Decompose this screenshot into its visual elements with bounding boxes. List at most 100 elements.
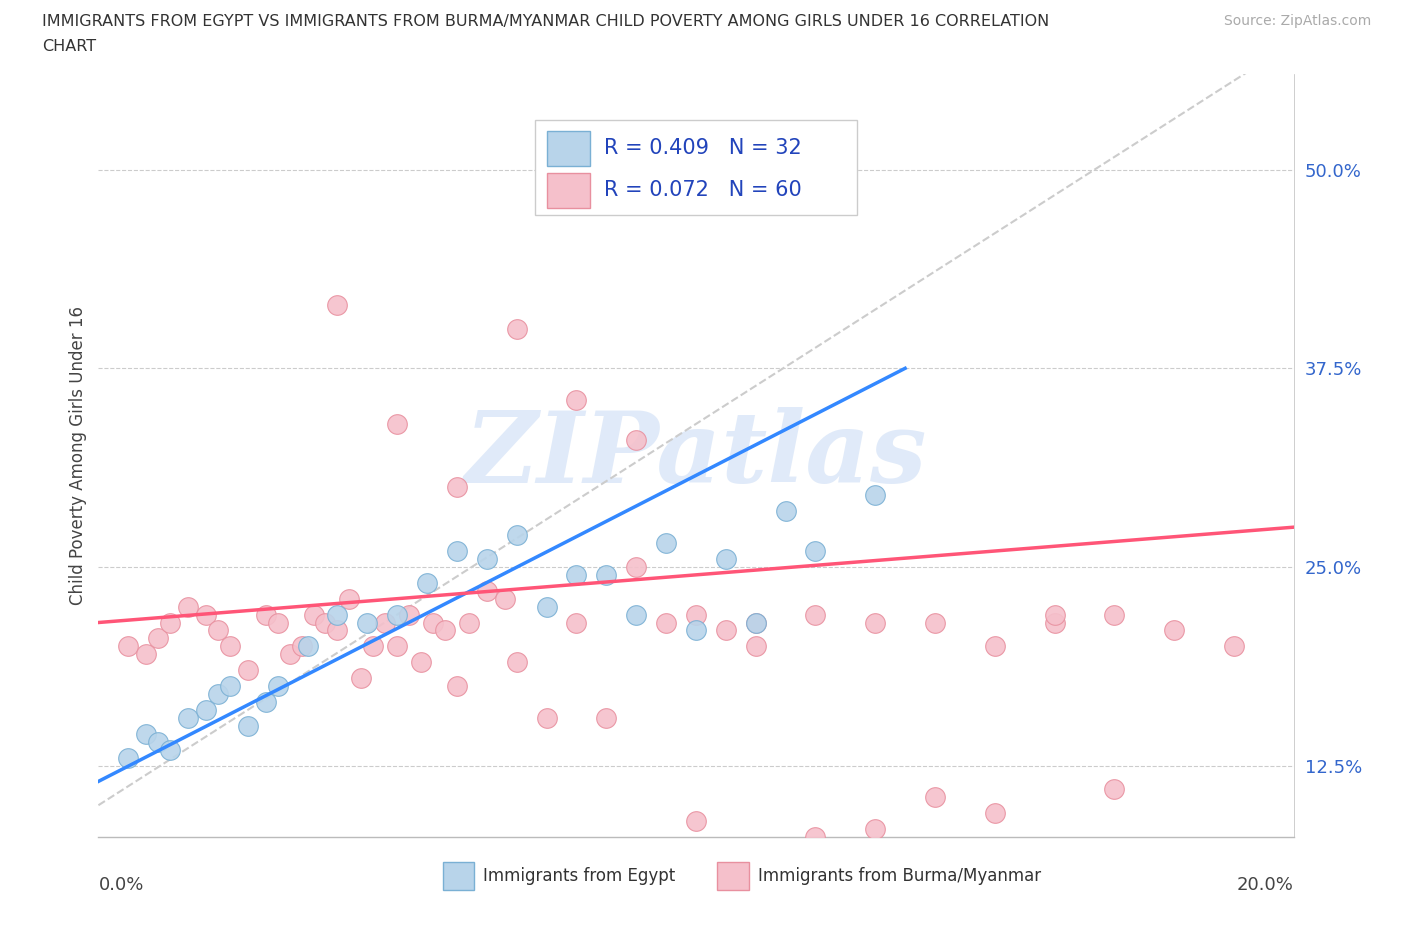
Point [685, 623, 707, 638]
Point [302, 607, 325, 622]
Point [385, 417, 409, 432]
Point [207, 623, 229, 638]
FancyBboxPatch shape [534, 120, 858, 216]
Point [254, 607, 277, 622]
Point [565, 392, 588, 407]
Point [775, 504, 797, 519]
Point [685, 607, 707, 622]
Point [475, 583, 498, 598]
Point [626, 560, 648, 575]
Point [446, 480, 468, 495]
Point [924, 615, 946, 630]
Point [117, 751, 139, 765]
Point [626, 607, 648, 622]
Point [626, 432, 648, 447]
FancyBboxPatch shape [547, 173, 589, 208]
Point [1043, 607, 1066, 622]
Point [714, 551, 737, 566]
Point [291, 639, 314, 654]
Point [1223, 639, 1246, 654]
Point [267, 615, 290, 630]
Point [135, 726, 157, 741]
Point [984, 639, 1007, 654]
Point [315, 615, 337, 630]
Text: CHART: CHART [42, 39, 96, 54]
Point [219, 639, 242, 654]
Point [416, 576, 439, 591]
Point [236, 663, 259, 678]
Point [458, 615, 481, 630]
Point [177, 599, 200, 614]
Point [804, 830, 827, 844]
Point [117, 639, 139, 654]
Point [714, 623, 737, 638]
Point [159, 615, 181, 630]
Text: 0.0%: 0.0% [98, 876, 143, 894]
Point [254, 695, 277, 710]
Point [655, 615, 678, 630]
Point [422, 615, 444, 630]
Point [745, 615, 768, 630]
Text: R = 0.409   N = 32: R = 0.409 N = 32 [605, 139, 801, 158]
Point [350, 671, 373, 685]
Point [1163, 623, 1185, 638]
Point [924, 790, 946, 804]
Point [385, 639, 409, 654]
Point [219, 679, 242, 694]
Point [745, 615, 768, 630]
Text: 20.0%: 20.0% [1237, 876, 1294, 894]
Text: ZIPatlas: ZIPatlas [465, 407, 927, 504]
Text: Immigrants from Egypt: Immigrants from Egypt [484, 867, 675, 884]
Point [326, 623, 349, 638]
Point [411, 655, 433, 670]
Point [1104, 782, 1126, 797]
Text: R = 0.072   N = 60: R = 0.072 N = 60 [605, 180, 801, 200]
Point [326, 298, 349, 312]
Point [236, 718, 259, 733]
Point [297, 639, 319, 654]
FancyBboxPatch shape [717, 862, 748, 890]
FancyBboxPatch shape [443, 862, 474, 890]
Point [565, 567, 588, 582]
Point [984, 805, 1007, 820]
Point [565, 615, 588, 630]
Point [536, 599, 558, 614]
Point [356, 615, 378, 630]
Point [374, 615, 396, 630]
Point [536, 711, 558, 725]
Point [278, 647, 301, 662]
Point [595, 711, 617, 725]
Point [506, 321, 529, 336]
Point [865, 488, 887, 503]
Point [1043, 615, 1066, 630]
Point [148, 631, 170, 645]
Text: Source: ZipAtlas.com: Source: ZipAtlas.com [1223, 14, 1371, 28]
Point [398, 607, 420, 622]
Point [804, 544, 827, 559]
Point [195, 607, 218, 622]
Y-axis label: Child Poverty Among Girls Under 16: Child Poverty Among Girls Under 16 [69, 306, 87, 605]
Point [745, 639, 768, 654]
Point [804, 607, 827, 622]
Point [159, 742, 181, 757]
Point [446, 679, 468, 694]
Point [1104, 607, 1126, 622]
Point [655, 536, 678, 551]
Point [595, 567, 617, 582]
Point [195, 702, 218, 717]
Point [506, 655, 529, 670]
Point [434, 623, 457, 638]
Point [148, 735, 170, 750]
Text: IMMIGRANTS FROM EGYPT VS IMMIGRANTS FROM BURMA/MYANMAR CHILD POVERTY AMONG GIRLS: IMMIGRANTS FROM EGYPT VS IMMIGRANTS FROM… [42, 14, 1049, 29]
Point [506, 527, 529, 542]
Point [446, 544, 468, 559]
Point [339, 591, 361, 606]
Point [326, 607, 349, 622]
Point [385, 607, 409, 622]
Point [267, 679, 290, 694]
Point [475, 551, 498, 566]
Point [135, 647, 157, 662]
Point [865, 615, 887, 630]
Text: Immigrants from Burma/Myanmar: Immigrants from Burma/Myanmar [758, 867, 1042, 884]
Point [177, 711, 200, 725]
